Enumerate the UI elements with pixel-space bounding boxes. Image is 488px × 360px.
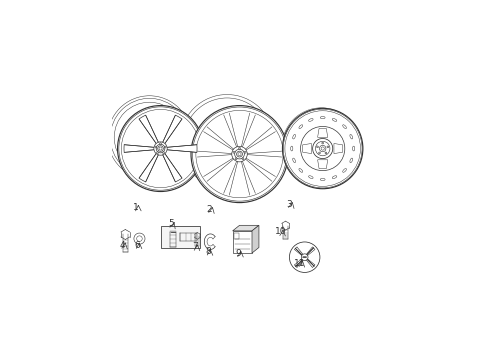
Circle shape [326,146,328,148]
Circle shape [159,143,161,145]
Circle shape [238,153,241,156]
Ellipse shape [290,146,292,151]
Circle shape [283,109,361,188]
Circle shape [242,158,244,160]
Ellipse shape [331,118,336,121]
Circle shape [154,142,167,155]
Circle shape [238,147,240,149]
Ellipse shape [342,168,346,172]
Ellipse shape [292,134,295,139]
Polygon shape [302,144,311,154]
Circle shape [231,146,247,162]
Circle shape [155,146,157,148]
Circle shape [191,105,287,203]
Text: 1: 1 [133,203,139,212]
Circle shape [156,152,158,153]
Circle shape [156,144,164,153]
Circle shape [318,152,320,154]
Circle shape [137,236,142,242]
Circle shape [158,146,163,151]
Ellipse shape [342,125,346,129]
Circle shape [285,111,360,186]
Circle shape [312,139,332,159]
Circle shape [321,147,324,150]
Polygon shape [251,225,259,253]
Polygon shape [317,160,327,168]
Circle shape [117,105,203,192]
Polygon shape [124,145,155,152]
Ellipse shape [308,118,312,121]
Ellipse shape [349,158,352,163]
Circle shape [300,126,344,171]
Circle shape [315,141,329,156]
Polygon shape [165,145,197,152]
Text: 5: 5 [168,220,174,229]
Polygon shape [139,115,159,144]
Circle shape [196,111,283,198]
Ellipse shape [308,176,312,179]
Circle shape [233,151,234,153]
Polygon shape [162,153,182,182]
Circle shape [316,146,318,148]
Circle shape [159,147,162,150]
Text: 7: 7 [192,242,197,251]
Ellipse shape [292,158,295,163]
Text: 4: 4 [120,240,125,249]
Circle shape [192,107,286,201]
Circle shape [319,145,325,152]
Circle shape [162,152,164,153]
Ellipse shape [320,117,325,119]
Text: 8: 8 [204,247,210,256]
Circle shape [119,107,202,190]
Text: 10: 10 [274,227,285,236]
Circle shape [164,146,166,148]
Ellipse shape [298,125,302,129]
Circle shape [289,242,319,273]
Circle shape [121,109,199,188]
Bar [161,226,200,248]
Polygon shape [162,115,182,144]
Bar [232,231,251,253]
Circle shape [234,149,244,159]
Polygon shape [333,144,342,154]
Ellipse shape [320,179,325,181]
Text: 3: 3 [286,200,292,209]
Circle shape [321,142,323,144]
Text: 9: 9 [235,248,241,257]
Circle shape [134,233,145,244]
Circle shape [236,151,242,157]
Ellipse shape [331,176,336,179]
Circle shape [282,108,362,189]
Circle shape [235,158,237,160]
Circle shape [301,254,307,261]
Ellipse shape [298,168,302,172]
Text: 2: 2 [206,205,212,214]
Ellipse shape [352,146,354,151]
Polygon shape [232,225,259,231]
Circle shape [244,151,245,153]
Bar [233,233,239,239]
Ellipse shape [349,134,352,139]
Text: 11: 11 [294,258,305,267]
Polygon shape [317,129,327,137]
Polygon shape [139,153,159,182]
Text: 6: 6 [134,240,140,249]
Circle shape [325,152,326,154]
